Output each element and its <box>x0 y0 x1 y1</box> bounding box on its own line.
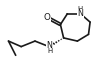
Text: O: O <box>44 13 51 22</box>
Text: N: N <box>47 41 52 50</box>
Text: N: N <box>77 9 83 18</box>
Text: H: H <box>47 48 52 54</box>
Text: H: H <box>77 6 83 12</box>
